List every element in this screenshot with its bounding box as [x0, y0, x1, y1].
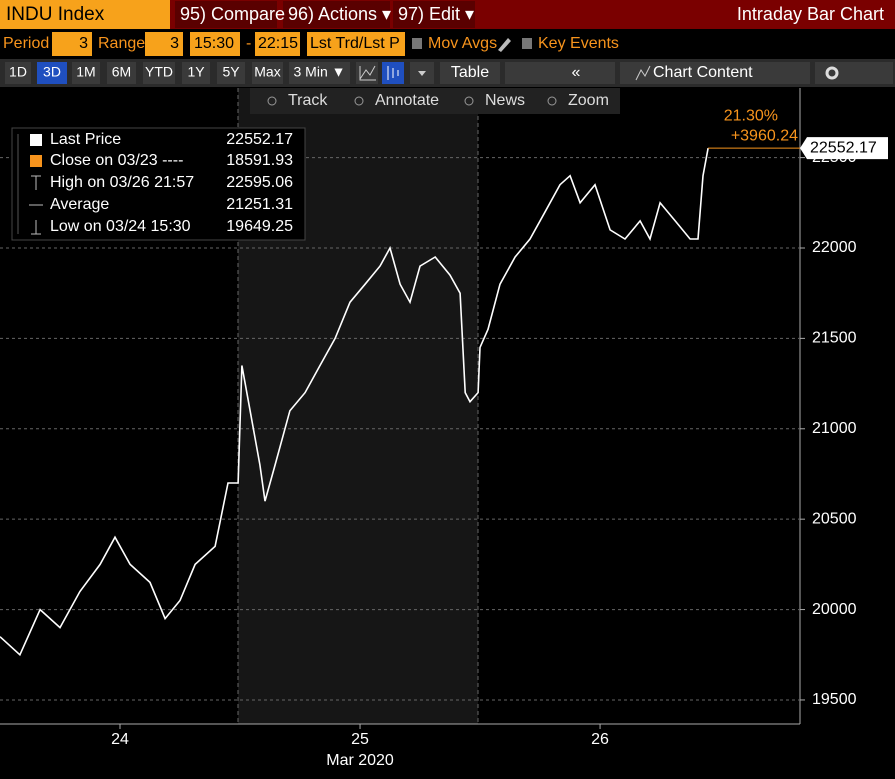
checkbox[interactable] [522, 38, 532, 49]
menu[interactable]: 95) Compare [180, 4, 285, 24]
range-label[interactable]: YTD [145, 64, 173, 80]
range-button[interactable] [217, 62, 245, 84]
input[interactable] [255, 32, 300, 56]
tool-icon[interactable] [267, 96, 277, 106]
range-value[interactable]: 3 [170, 35, 179, 52]
legend-value: 22595.06 [226, 174, 293, 191]
pencil-icon[interactable] [498, 38, 511, 52]
range-button[interactable] [5, 62, 31, 84]
y-tick-label: 21000 [812, 420, 857, 437]
legend-swatch [30, 134, 42, 146]
legend-label: Average [50, 196, 109, 213]
tool-label[interactable]: Annotate [375, 92, 439, 109]
legend-value: 18591.93 [226, 152, 293, 169]
security-box[interactable] [0, 0, 170, 29]
legend-icon [31, 175, 41, 190]
range-button[interactable] [182, 62, 210, 84]
range-button[interactable] [252, 62, 283, 84]
legend-label: Low on 03/24 15:30 [50, 218, 191, 235]
button[interactable] [440, 62, 500, 84]
y-tick-label: 20000 [812, 601, 857, 618]
y-tick-label: 22000 [812, 239, 857, 256]
x-tick-label: 26 [591, 731, 609, 748]
price-line [0, 148, 709, 657]
x-axis-label: Mar 2020 [326, 752, 394, 769]
collapse-button[interactable]: « [572, 64, 581, 81]
menu[interactable]: 96) Actions ▾ [288, 4, 391, 24]
range-label[interactable]: 1Y [187, 64, 205, 80]
end-time[interactable]: 22:15 [258, 35, 298, 52]
line-icon [359, 65, 376, 81]
tool-label[interactable]: Zoom [568, 92, 609, 109]
start-time[interactable]: 15:30 [194, 35, 234, 52]
icon-button[interactable] [356, 62, 378, 84]
gear-icon[interactable] [825, 66, 839, 80]
legend-box [11, 127, 306, 241]
input[interactable] [52, 32, 92, 56]
legend-label: High on 03/26 21:57 [50, 174, 194, 191]
input[interactable] [145, 32, 183, 56]
button[interactable] [505, 62, 615, 84]
input[interactable] [307, 32, 405, 56]
legend-label: Close on 03/23 ---- [50, 152, 183, 169]
tool-icon[interactable] [354, 96, 364, 106]
bar-icon [387, 66, 399, 80]
last-price-tag [800, 137, 888, 160]
dropdown-icon [418, 71, 426, 76]
range-label[interactable]: 3 Min ▼ [294, 64, 346, 80]
legend-value: 22552.17 [226, 131, 293, 148]
dash: - [246, 35, 251, 52]
period-value[interactable]: 3 [79, 35, 88, 52]
mov-avgs[interactable]: Mov Avgs [428, 35, 497, 52]
range-button[interactable] [143, 62, 175, 84]
range-button[interactable] [37, 62, 67, 84]
button[interactable] [620, 62, 810, 84]
menu-box[interactable] [175, 1, 277, 28]
legend-swatch [30, 155, 42, 167]
y-tick-label: 19500 [812, 691, 857, 708]
range-label[interactable]: 3D [43, 64, 61, 80]
legend-icon [31, 220, 41, 235]
range-button[interactable] [72, 62, 100, 84]
range-label: Range [98, 35, 145, 52]
key-events[interactable]: Key Events [538, 35, 619, 52]
tool-icon[interactable] [464, 96, 474, 106]
tool-label[interactable]: News [485, 92, 525, 109]
security[interactable]: INDU Index [6, 4, 105, 25]
range-label[interactable]: 1D [9, 64, 27, 80]
input[interactable] [190, 32, 240, 56]
chart-icon [635, 65, 651, 81]
legend-value: 19649.25 [226, 218, 293, 235]
chart-tools [250, 88, 620, 114]
x-tick-label: 24 [111, 731, 129, 748]
change-abs: +3960.24 [731, 127, 798, 144]
last-price-label: 22552.17 [810, 139, 877, 156]
range-label[interactable]: 1M [76, 64, 95, 80]
tool-label[interactable]: Track [288, 92, 328, 109]
range-button[interactable] [289, 62, 350, 84]
table-button[interactable]: Table [451, 64, 489, 81]
range-label[interactable]: 5Y [222, 64, 240, 80]
legend-value: 21251.31 [226, 196, 293, 213]
chart-content-button[interactable]: Chart Content [653, 64, 753, 81]
menu[interactable]: 97) Edit ▾ [398, 4, 474, 24]
checkbox[interactable] [412, 38, 422, 49]
range-label[interactable]: 6M [112, 64, 131, 80]
period-label: Period [3, 35, 49, 52]
chart-name: Intraday Bar Chart [737, 4, 884, 24]
y-tick-label: 20500 [812, 510, 857, 527]
range-button[interactable] [107, 62, 136, 84]
change-pct: 21.30% [724, 107, 778, 124]
legend-label: Last Price [50, 131, 121, 148]
price-field[interactable]: Lst Trd/Lst P [310, 35, 400, 52]
range-label[interactable]: Max [254, 64, 280, 80]
tool-icon[interactable] [547, 96, 557, 106]
menu-box[interactable] [283, 1, 390, 28]
y-tick-label: 21500 [812, 330, 857, 347]
menu-box[interactable] [393, 1, 475, 28]
x-tick-label: 25 [351, 731, 369, 748]
